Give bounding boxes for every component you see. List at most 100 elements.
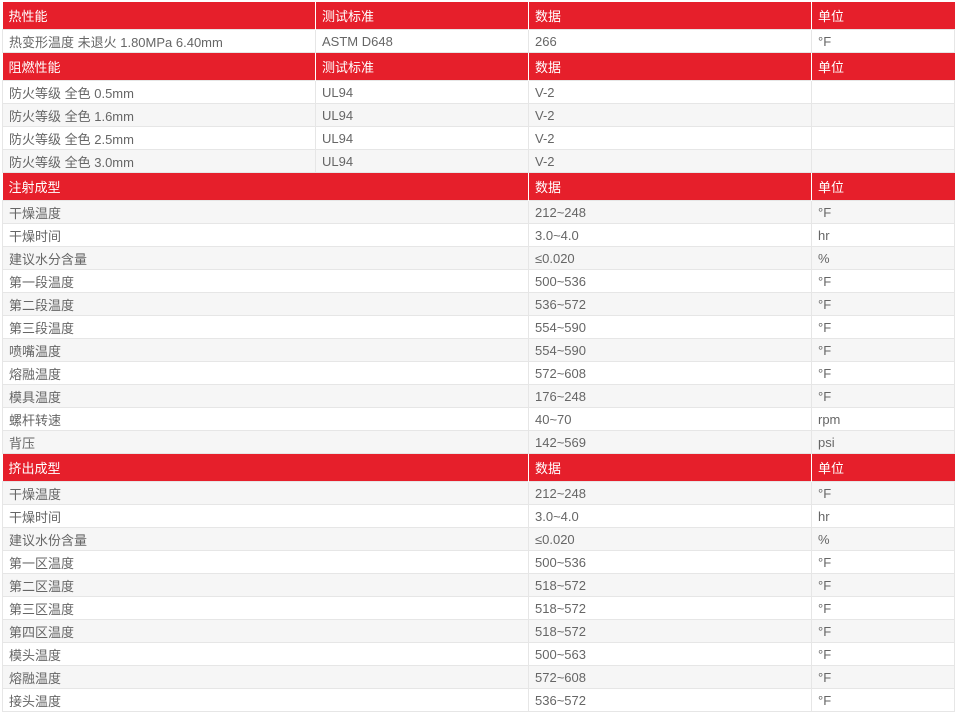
table-cell: 518~572 — [528, 619, 812, 643]
header-cell: 热性能 — [2, 2, 316, 30]
table-cell: 防火等级 全色 2.5mm — [2, 126, 316, 150]
table-cell: 3.0~4.0 — [528, 504, 812, 528]
section-header: 注射成型 数据 单位 — [2, 172, 955, 201]
table-cell: 40~70 — [528, 407, 812, 431]
table-cell: % — [811, 246, 955, 270]
table-cell — [811, 80, 955, 104]
table-row: 防火等级 全色 0.5mm UL94 V-2 — [2, 80, 955, 104]
table-row: 模头温度 500~563 °F — [2, 642, 955, 666]
table-cell: 干燥时间 — [2, 223, 529, 247]
table-cell: °F — [811, 338, 955, 362]
table-cell: 模头温度 — [2, 642, 529, 666]
table-row: 第二区温度 518~572 °F — [2, 573, 955, 597]
header-cell: 阻燃性能 — [2, 52, 316, 81]
table-cell: V-2 — [528, 103, 812, 127]
header-cell: 挤出成型 — [2, 453, 529, 482]
table-cell: rpm — [811, 407, 955, 431]
table-cell — [811, 149, 955, 173]
table-row: 第三段温度 554~590 °F — [2, 315, 955, 339]
table-cell: UL94 — [315, 126, 529, 150]
table-cell: 500~563 — [528, 642, 812, 666]
table-cell: °F — [811, 573, 955, 597]
table-cell — [811, 103, 955, 127]
table-cell: 干燥温度 — [2, 200, 529, 224]
table-row: 熔融温度 572~608 °F — [2, 665, 955, 689]
table-row: 喷嘴温度 554~590 °F — [2, 338, 955, 362]
table-cell: °F — [811, 29, 955, 53]
table-cell: 266 — [528, 29, 812, 53]
table-cell: 第二区温度 — [2, 573, 529, 597]
header-cell: 测试标准 — [315, 2, 529, 30]
table-cell: 防火等级 全色 3.0mm — [2, 149, 316, 173]
table-row: 背压 142~569 psi — [2, 430, 955, 454]
table-cell: % — [811, 527, 955, 551]
table-cell: 554~590 — [528, 338, 812, 362]
table-cell — [811, 126, 955, 150]
header-cell: 单位 — [811, 2, 955, 30]
table-cell: ≤0.020 — [528, 527, 812, 551]
table-cell: 干燥时间 — [2, 504, 529, 528]
table-cell: 第三区温度 — [2, 596, 529, 620]
table-cell: ≤0.020 — [528, 246, 812, 270]
table-row: 第三区温度 518~572 °F — [2, 596, 955, 620]
table-cell: °F — [811, 384, 955, 408]
table-cell: V-2 — [528, 149, 812, 173]
table-cell: 防火等级 全色 1.6mm — [2, 103, 316, 127]
table-cell: °F — [811, 642, 955, 666]
header-cell: 数据 — [528, 52, 812, 81]
table-cell: 熔融温度 — [2, 665, 529, 689]
section-header: 挤出成型 数据 单位 — [2, 453, 955, 482]
table-cell: °F — [811, 665, 955, 689]
table-row: 防火等级 全色 1.6mm UL94 V-2 — [2, 103, 955, 127]
table-row: 螺杆转速 40~70 rpm — [2, 407, 955, 431]
table-cell: 212~248 — [528, 481, 812, 505]
table-cell: 第一段温度 — [2, 269, 529, 293]
table-cell: 接头温度 — [2, 688, 529, 712]
table-row: 防火等级 全色 3.0mm UL94 V-2 — [2, 149, 955, 173]
table-cell: 142~569 — [528, 430, 812, 454]
table-cell: UL94 — [315, 103, 529, 127]
table-cell: °F — [811, 292, 955, 316]
header-cell: 数据 — [528, 172, 812, 201]
table-cell: 176~248 — [528, 384, 812, 408]
table-cell: 熔融温度 — [2, 361, 529, 385]
table-cell: 背压 — [2, 430, 529, 454]
section-header: 阻燃性能 测试标准 数据 单位 — [2, 52, 955, 81]
table-cell: °F — [811, 619, 955, 643]
table-cell: °F — [811, 361, 955, 385]
table-row: 热变形温度 未退火 1.80MPa 6.40mm ASTM D648 266 °F — [2, 29, 955, 53]
table-cell: psi — [811, 430, 955, 454]
table-cell: 模具温度 — [2, 384, 529, 408]
table-cell: 500~536 — [528, 269, 812, 293]
table-row: 接头温度 536~572 °F — [2, 688, 955, 712]
table-cell: ASTM D648 — [315, 29, 529, 53]
table-cell: 热变形温度 未退火 1.80MPa 6.40mm — [2, 29, 316, 53]
table-cell: 第二段温度 — [2, 292, 529, 316]
table-cell: °F — [811, 596, 955, 620]
table-cell: 第三段温度 — [2, 315, 529, 339]
table-cell: 572~608 — [528, 665, 812, 689]
table-cell: 518~572 — [528, 596, 812, 620]
table-row: 建议水份含量 ≤0.020% — [2, 527, 955, 551]
table-cell: °F — [811, 200, 955, 224]
table-row: 防火等级 全色 2.5mm UL94 V-2 — [2, 126, 955, 150]
table-cell: UL94 — [315, 80, 529, 104]
table-cell: V-2 — [528, 80, 812, 104]
section-header: 热性能 测试标准 数据 单位 — [2, 2, 955, 30]
table-cell: 500~536 — [528, 550, 812, 574]
header-cell: 数据 — [528, 2, 812, 30]
table-row: 第一段温度 500~536 °F — [2, 269, 955, 293]
table-row: 第一区温度 500~536 °F — [2, 550, 955, 574]
header-cell: 测试标准 — [315, 52, 529, 81]
table-cell: 3.0~4.0 — [528, 223, 812, 247]
table-cell: V-2 — [528, 126, 812, 150]
table-cell: 554~590 — [528, 315, 812, 339]
table-row: 建议水分含量 ≤0.020% — [2, 246, 955, 270]
table-cell: 536~572 — [528, 292, 812, 316]
table-row: 干燥时间 3.0~4.0 hr — [2, 504, 955, 528]
table-cell: °F — [811, 269, 955, 293]
table-cell: 536~572 — [528, 688, 812, 712]
table-row: 模具温度 176~248 °F — [2, 384, 955, 408]
table-cell: °F — [811, 315, 955, 339]
